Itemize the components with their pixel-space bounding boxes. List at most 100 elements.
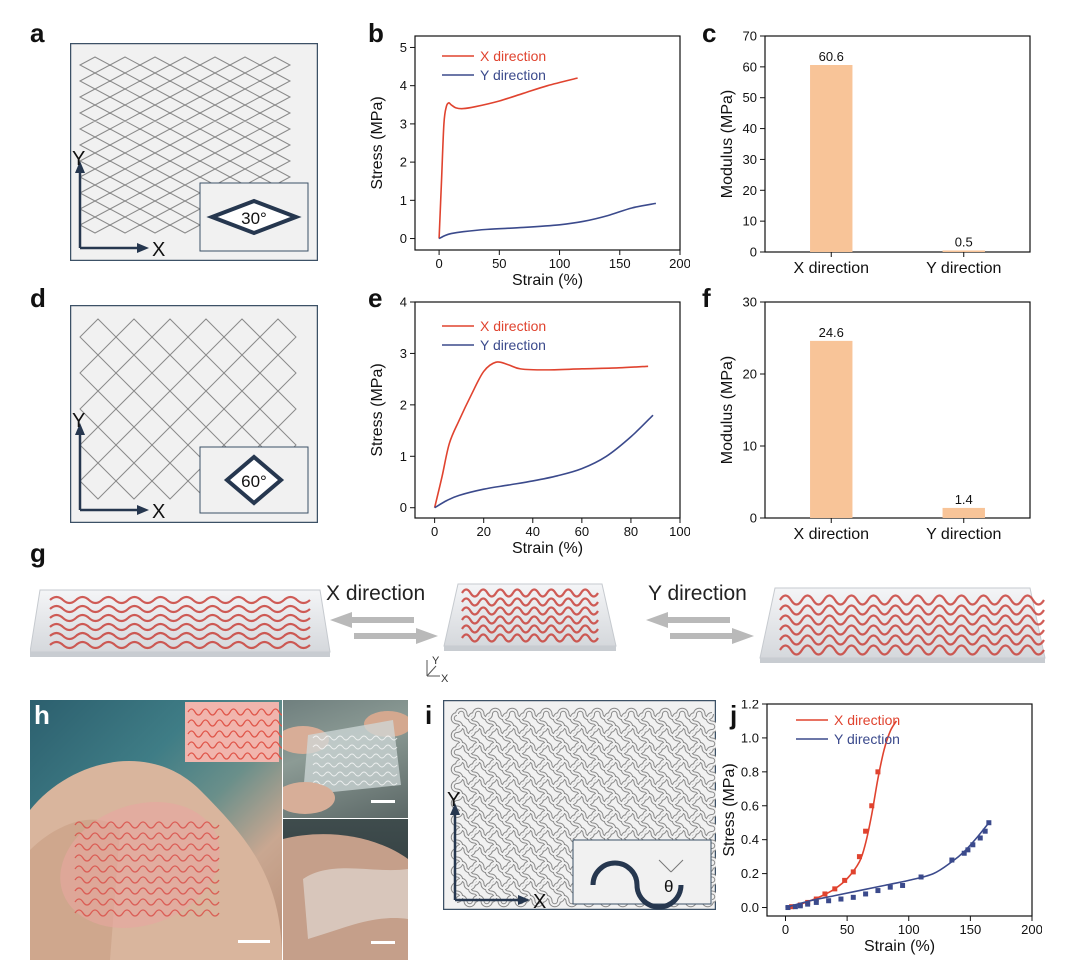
x-tick-label: 0: [782, 922, 789, 937]
bar-value-label: 0.5: [955, 234, 973, 249]
x-tick-label: 60: [575, 524, 589, 539]
legend-label: X direction: [480, 318, 546, 334]
chart-j-stress-strain: 0 50 100 150 200 0.0 0.2 0.4 0.6 0.8 1.0 1.2 Strain …: [721, 700, 1042, 955]
mesh-diagram-d: 60° Y X: [70, 305, 318, 523]
data-point: [977, 835, 983, 841]
y-tick-label: 0.6: [741, 798, 759, 813]
axis-x-label-i: X: [533, 891, 546, 910]
y-axis-label: Stress (MPa): [721, 763, 738, 856]
data-point: [863, 828, 869, 834]
angle-label-a: 30°: [241, 209, 267, 228]
y-tick-label: 1.2: [741, 700, 759, 712]
data-point: [986, 820, 992, 826]
x-direction-label-g: X direction: [326, 582, 425, 605]
y-tick-label: 10: [743, 214, 757, 229]
x-tick-label: 50: [840, 922, 854, 937]
y-tick-label: 0: [750, 245, 757, 260]
x-tick-label: 150: [960, 922, 982, 937]
double-arrow-icon-y: [646, 612, 754, 644]
y-tick-label: 30: [743, 296, 757, 310]
y-tick-label: 10: [743, 439, 757, 454]
bar: [942, 507, 985, 518]
legend-label: Y direction: [480, 337, 546, 353]
data-point: [887, 884, 893, 890]
axis-y-label-d: Y: [72, 410, 85, 432]
axis-x-label-d: X: [152, 501, 165, 523]
series-line-y: [434, 414, 654, 509]
series-line-x: [433, 361, 649, 508]
x-tick-label: 0: [431, 524, 438, 539]
y-axis-label: Modulus (MPa): [719, 90, 736, 198]
y-tick-label: 5: [400, 40, 407, 55]
panel-label-d: d: [30, 283, 46, 313]
data-point: [797, 903, 803, 909]
y-tick-label: 20: [743, 183, 757, 198]
legend-label: X direction: [834, 712, 900, 728]
legend-label: Y direction: [480, 67, 546, 83]
data-point: [789, 904, 795, 910]
bar: [810, 65, 853, 253]
data-point: [961, 850, 967, 856]
y-tick-label: 1: [400, 449, 407, 464]
axis-y-label-i: Y: [447, 789, 460, 811]
data-point: [813, 899, 819, 905]
y-axis-label: Stress (MPa): [369, 363, 386, 456]
data-point: [900, 882, 906, 888]
data-point: [970, 842, 976, 848]
panel-label-h: h: [34, 700, 50, 730]
panel-label-g: g: [30, 538, 46, 568]
chart-e-stress-strain: 0 20 40 60 80 100 0 1 2 3 4 Strain (%) Stress (MPa) X…: [369, 296, 690, 557]
mesh-diagram-a: 30° Y X: [70, 43, 318, 261]
scale-bar: [238, 940, 270, 943]
photo-skin-conformal: h: [30, 700, 282, 960]
y-tick-label: 0: [400, 231, 407, 246]
bar-value-label: 1.4: [955, 492, 973, 507]
panel-label-e: e: [368, 283, 383, 313]
y-tick-label: 1.0: [741, 730, 759, 745]
x-tick-label: 100: [898, 922, 920, 937]
serpentine-diagram-i: θ Y X: [443, 700, 716, 910]
photo-thin-film: [283, 819, 408, 960]
y-tick-label: 70: [743, 30, 757, 44]
x-tick-label: 50: [492, 256, 506, 271]
y-tick-label: 20: [743, 367, 757, 382]
x-tick-label: 80: [624, 524, 638, 539]
bar: [810, 340, 853, 518]
x-tick-label: 0: [435, 256, 442, 271]
data-point: [785, 905, 791, 911]
plot-frame: [764, 301, 1031, 519]
bar-value-label: 24.6: [819, 325, 844, 340]
y-tick-label: 60: [743, 59, 757, 74]
chart-b-stress-strain: 0 50 100 150 200 0 1 2 3 4 5 Strain (%) Stress (MPa)…: [369, 35, 690, 289]
panel-label-f: f: [702, 283, 711, 313]
y-tick-label: 0.2: [741, 866, 759, 881]
series-line-x: [785, 720, 898, 909]
y-tick-label: 0.8: [741, 764, 759, 779]
plot-frame: [764, 35, 1031, 253]
y-tick-label: 0.4: [741, 832, 759, 847]
plot-frame: [414, 35, 681, 251]
y-tick-label: 3: [400, 346, 407, 361]
data-point: [965, 847, 971, 853]
y-tick-label: 4: [400, 78, 407, 93]
chart-f-modulus-bar: 0 10 20 30 Modulus (MPa) 24.6 X direction 1.4 Y …: [719, 296, 1031, 543]
axis-y-label-g: Y: [432, 655, 440, 667]
y-axis-label: Modulus (MPa): [719, 356, 736, 464]
plot-frame: [414, 301, 681, 519]
angle-label-i: θ: [664, 877, 673, 896]
data-point: [918, 874, 924, 880]
y-tick-label: 0: [750, 511, 757, 526]
y-tick-label: 2: [400, 397, 407, 412]
x-tick-label: 100: [669, 524, 690, 539]
panel-label-c: c: [702, 18, 717, 48]
x-tick-label: 20: [476, 524, 490, 539]
y-tick-label: 2: [400, 155, 407, 170]
plot-frame: [766, 703, 1033, 917]
chart-c-modulus-bar: 0 10 20 30 40 50 60 70 Modulus (MPa) 60.6 X direct…: [719, 30, 1031, 277]
axis-x-label-a: X: [152, 239, 165, 261]
data-point: [949, 857, 955, 863]
x-category-label: X direction: [793, 260, 869, 277]
y-tick-label: 40: [743, 121, 757, 136]
data-point: [805, 901, 811, 907]
data-point: [856, 854, 862, 860]
